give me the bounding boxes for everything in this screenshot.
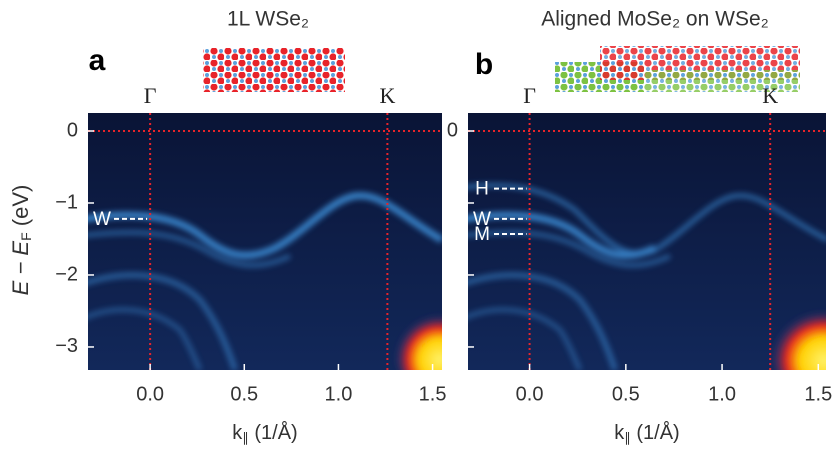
panel-title: Aligned MoSe₂ on WSe₂ — [541, 8, 769, 31]
band-label: W — [473, 209, 491, 230]
lattice-icon — [645, 70, 800, 92]
y-axis-label: E − EF (eV) — [8, 185, 34, 296]
x-tick-label: 1.5 — [419, 383, 447, 405]
lattice-icon — [203, 48, 345, 92]
panel-label: a — [89, 44, 106, 77]
point-label: K — [379, 83, 395, 108]
spectrum-image — [468, 113, 826, 370]
band-label: H — [475, 179, 489, 200]
x-tick-label: 0.5 — [230, 383, 258, 405]
y-tick-label: −1 — [55, 191, 78, 213]
x-label: k∥ (1/Å) — [614, 421, 679, 445]
point-label: K — [762, 83, 778, 108]
y-label: E − EF (eV) — [8, 185, 34, 296]
x-tick-label: 0.5 — [612, 383, 640, 405]
spectrum-image — [88, 113, 442, 370]
y-tick-label: −2 — [55, 263, 78, 285]
y-tick-label: 0 — [67, 119, 78, 141]
y-tick-label: −3 — [55, 335, 78, 357]
x-label: k∥ (1/Å) — [232, 421, 297, 445]
x-tick-label: 1.5 — [804, 383, 832, 405]
band-label: W — [93, 209, 111, 230]
x-tick-label: 0.0 — [516, 383, 544, 405]
point-label: Γ — [523, 83, 536, 108]
panel-label: b — [475, 48, 493, 81]
y-tick-label: 0 — [447, 119, 458, 141]
x-tick-label: 1.0 — [325, 383, 353, 405]
panel-title: 1L WSe₂ — [227, 8, 309, 31]
x-tick-label: 1.0 — [708, 383, 736, 405]
point-label: Γ — [144, 83, 157, 108]
band-label: M — [474, 224, 490, 245]
x-tick-label: 0.0 — [136, 383, 164, 405]
